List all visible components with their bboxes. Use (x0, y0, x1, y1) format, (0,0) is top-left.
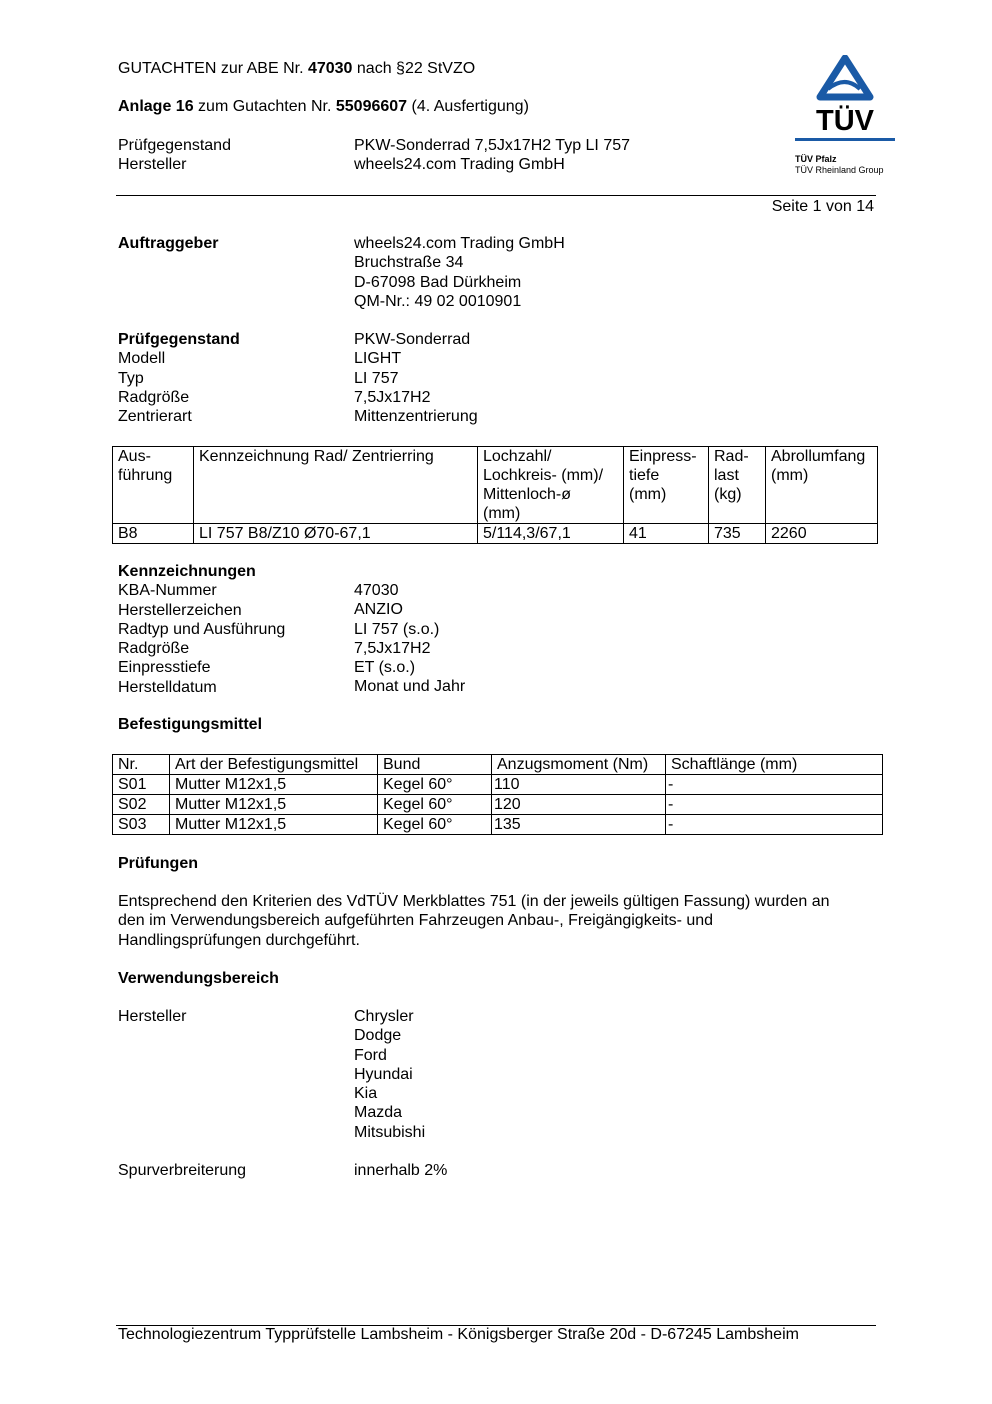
table-header: Anzugsmoment (Nm) (491, 754, 666, 775)
svg-text:TÜV Rheinland Group: TÜV Rheinland Group (795, 165, 884, 175)
table-header: Schaftlänge (mm) (665, 754, 883, 775)
footer-text: Technologiezentrum Typprüfstelle Lambshe… (118, 1326, 799, 1343)
table-cell: 735 (708, 523, 766, 544)
header-value: PKW-Sonderrad 7,5Jx17H2 Typ LI 757 (354, 137, 631, 154)
table-cell: Kegel 60° (377, 774, 492, 795)
table-cell: S01 (112, 774, 170, 795)
table-row: S03 Mutter M12x1,5 Kegel 60° 135- (112, 814, 883, 835)
svg-text:TÜV Pfalz: TÜV Pfalz (795, 154, 837, 164)
table-cell: 120 (491, 794, 666, 815)
table-cell: - (665, 814, 883, 835)
section-heading: Auftraggeber (118, 235, 219, 252)
table-cell: Kegel 60° (377, 794, 492, 815)
table-header: Aus- führung (112, 446, 194, 524)
header-divider (116, 195, 876, 196)
table-cell: 41 (623, 523, 709, 544)
table-cell: LI 757 B8/Z10 Ø70-67,1 (193, 523, 478, 544)
list-item: Ford (354, 1046, 387, 1064)
manufacturer-list: Chrysler Dodge Ford Hyundai Kia Mazda Mitsubis… (354, 1007, 425, 1142)
header-value: wheels24.com Trading GmbH (354, 156, 565, 173)
table-row: S02 Mutter M12x1,5 Kegel 60° 120- (112, 794, 883, 815)
table-cell: Mutter M12x1,5 (169, 774, 378, 795)
list-item: Mazda (354, 1104, 403, 1122)
table-header: Abrollumfang (mm) (765, 446, 878, 524)
table-cell: 2260 (765, 523, 878, 544)
manufacturer-label: Hersteller (118, 1008, 187, 1025)
table-cell: Mutter M12x1,5 (169, 794, 378, 815)
track-widening-label: Spurverbreiterung (118, 1162, 247, 1179)
section-heading: Verwendungsbereich (118, 970, 279, 987)
list-item: Mitsubishi (354, 1123, 426, 1141)
table-cell: 5/114,3/67,1 (477, 523, 624, 544)
logo-text: TÜV (816, 104, 875, 137)
table-header-row: Nr. Art der Befestigungsmittel Bund Anzu… (112, 754, 883, 775)
list-item: Chrysler (354, 1008, 414, 1025)
table-cell: - (665, 774, 883, 795)
table-cell: - (665, 794, 883, 815)
header-label: Prüfgegenstand (118, 137, 231, 154)
table-row: S01 Mutter M12x1,5 Kegel 60° 110- (112, 774, 883, 795)
table-header: Einpress- tiefe (mm) (623, 446, 709, 524)
footer-divider (116, 1325, 876, 1326)
list-item: Hyundai (354, 1065, 413, 1083)
markings-labels: Kennzeichnungen KBA-Nummer Herstellerzeich… (118, 563, 286, 696)
table-cell: 110 (491, 774, 666, 795)
table-cell: 135 (491, 814, 666, 835)
markings-values: 47030 ANZIO LI 757 (s.o.) 7,5Jx17H2 ET (s.o.… (354, 582, 466, 696)
section-heading: Prüfungen (118, 855, 198, 872)
table-cell: S03 (112, 814, 170, 835)
table-header: Kennzeichnung Rad/ Zentrierring (193, 446, 478, 524)
list-item: Dodge (354, 1027, 402, 1045)
test-object-labels: Prüfgegenstand Modell Typ Radgröße Zentriera… (118, 331, 240, 426)
fastener-table: Nr. Art der Befestigungsmittel Bund Anzu… (112, 754, 883, 835)
tests-paragraph: Entsprechend den Kriterien des VdTÜV Mer… (118, 893, 830, 949)
track-widening-value: innerhalb 2% (354, 1162, 448, 1179)
table-header: Lochzahl/ Lochkreis- (mm)/ Mittenloch-ø … (477, 446, 624, 524)
test-object-values: PKW-Sonderrad LIGHT LI 757 7,5Jx17H2 Mittenz… (354, 331, 478, 426)
section-heading: Befestigungsmittel (118, 716, 263, 733)
table-cell: Mutter M12x1,5 (169, 814, 378, 835)
page-number: Seite 1 von 14 (771, 198, 874, 215)
table-header: Rad- last (kg) (708, 446, 766, 524)
table-row: B8 LI 757 B8/Z10 Ø70-67,1 5/114,3/67,1 4… (112, 523, 878, 544)
table-cell: Kegel 60° (377, 814, 492, 835)
header-label: Hersteller (118, 156, 187, 173)
annex-title: Anlage 16 zum Gutachten Nr. 55096607 (4.… (118, 98, 529, 115)
table-header: Art der Befestigungsmittel (169, 754, 378, 775)
tuv-logo: TÜV TÜV Pfalz TÜV Rheinland Group (790, 54, 900, 180)
list-item: Kia (354, 1085, 378, 1103)
table-cell: S02 (112, 794, 170, 815)
table-header: Bund (377, 754, 492, 775)
table-cell: B8 (112, 523, 194, 544)
wheel-table: Aus- führung Kennzeichnung Rad/ Zentrier… (112, 446, 878, 544)
report-title: GUTACHTEN zur ABE Nr. 47030 nach §22 StV… (118, 60, 476, 77)
table-header: Nr. (112, 754, 170, 775)
client-address: wheels24.com Trading GmbH Bruchstraße 34 D… (354, 235, 565, 310)
table-header-row: Aus- führung Kennzeichnung Rad/ Zentrier… (112, 446, 878, 524)
